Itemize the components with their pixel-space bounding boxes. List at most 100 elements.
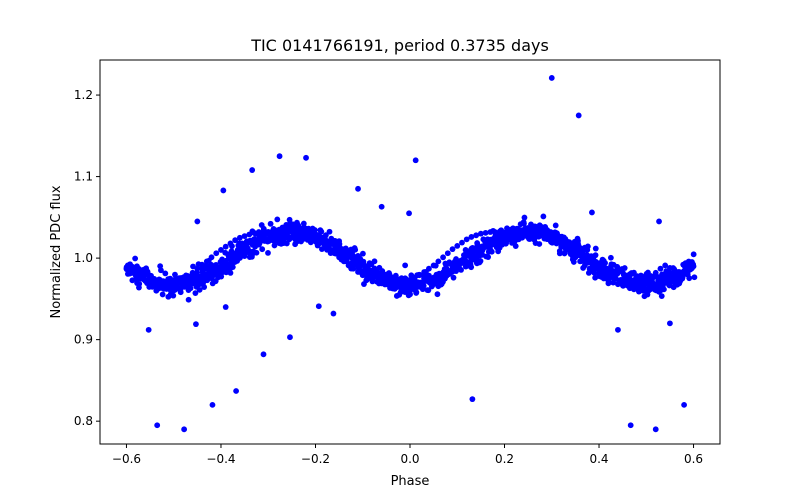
- data-point: [567, 251, 574, 257]
- data-point: [227, 270, 234, 276]
- data-point: [657, 265, 664, 272]
- data-point: [548, 75, 555, 81]
- data-point: [185, 273, 191, 279]
- data-point: [521, 220, 527, 227]
- data-point: [544, 234, 550, 241]
- data-point: [592, 252, 599, 259]
- data-point: [133, 273, 139, 279]
- data-point: [690, 263, 697, 270]
- data-point: [681, 268, 687, 275]
- data-point: [209, 401, 216, 408]
- data-point: [201, 284, 208, 290]
- data-point: [213, 250, 220, 257]
- data-point: [468, 234, 475, 240]
- data-point: [293, 229, 300, 236]
- data-point: [416, 272, 423, 279]
- data-point: [652, 426, 659, 433]
- data-point: [607, 254, 614, 261]
- data-point: [185, 296, 192, 303]
- data-point: [501, 230, 508, 237]
- data-point: [199, 261, 205, 268]
- data-point: [575, 240, 581, 247]
- data-point: [449, 246, 456, 253]
- data-point: [515, 236, 522, 243]
- data-point: [468, 264, 475, 271]
- data-point: [159, 291, 166, 298]
- data-point: [520, 229, 527, 236]
- data-point: [222, 243, 229, 250]
- data-point: [521, 214, 528, 221]
- data-point: [260, 229, 267, 235]
- x-tick-label: −0.2: [301, 452, 330, 466]
- y-axis-ticks: 0.8 0.9 1.0 1.1 1.2: [74, 88, 100, 428]
- data-point: [534, 230, 541, 237]
- data-point: [586, 265, 593, 272]
- data-point: [474, 241, 481, 248]
- data-point: [236, 234, 243, 241]
- data-point: [265, 229, 272, 236]
- data-point: [265, 249, 271, 256]
- data-point: [658, 293, 665, 300]
- data-point: [360, 250, 366, 257]
- data-point: [575, 112, 582, 119]
- data-point: [421, 269, 428, 275]
- data-point: [435, 258, 442, 265]
- data-point: [349, 252, 356, 259]
- data-point: [496, 229, 503, 236]
- data-point: [303, 154, 309, 161]
- data-point: [203, 258, 210, 265]
- data-point: [279, 233, 286, 240]
- data-point: [482, 229, 489, 236]
- x-tick-label: −0.4: [206, 452, 235, 466]
- data-point: [553, 240, 560, 247]
- data-point: [170, 279, 177, 286]
- x-tick-label: −0.6: [112, 452, 141, 466]
- data-point: [249, 167, 256, 173]
- data-point: [633, 279, 640, 286]
- data-point: [162, 270, 169, 277]
- data-point: [539, 232, 546, 239]
- x-tick-label: 0.0: [400, 452, 419, 466]
- data-point: [402, 278, 409, 285]
- data-point: [345, 262, 352, 269]
- data-point: [300, 220, 307, 227]
- data-point: [458, 267, 464, 273]
- data-point: [287, 334, 293, 341]
- x-tick-label: 0.2: [495, 452, 514, 466]
- data-point: [378, 280, 385, 287]
- data-point: [407, 277, 413, 284]
- data-point: [355, 185, 361, 192]
- data-point: [144, 268, 151, 275]
- data-point: [175, 278, 182, 284]
- data-point: [621, 265, 628, 271]
- y-tick-label: 1.0: [74, 251, 93, 265]
- data-point: [151, 281, 158, 288]
- data-point: [218, 247, 224, 253]
- data-point: [473, 232, 480, 239]
- data-point: [303, 232, 309, 239]
- data-point: [454, 242, 461, 249]
- data-point: [194, 218, 201, 225]
- y-tick-label: 1.1: [74, 170, 93, 184]
- data-point: [426, 265, 432, 272]
- data-point: [315, 303, 322, 310]
- data-point: [172, 271, 178, 278]
- data-point: [259, 246, 266, 253]
- data-point: [312, 236, 319, 243]
- data-point: [589, 209, 595, 216]
- data-point: [596, 273, 602, 279]
- data-point: [558, 243, 565, 250]
- data-point: [298, 230, 305, 237]
- data-point: [638, 278, 645, 284]
- data-point: [192, 290, 199, 296]
- data-point: [440, 254, 446, 261]
- data-point: [340, 258, 347, 265]
- data-point: [570, 259, 577, 265]
- data-point: [271, 242, 278, 249]
- data-point: [196, 286, 203, 293]
- data-point: [536, 241, 543, 247]
- data-point: [170, 292, 177, 299]
- data-point: [383, 281, 390, 288]
- data-point: [430, 262, 437, 269]
